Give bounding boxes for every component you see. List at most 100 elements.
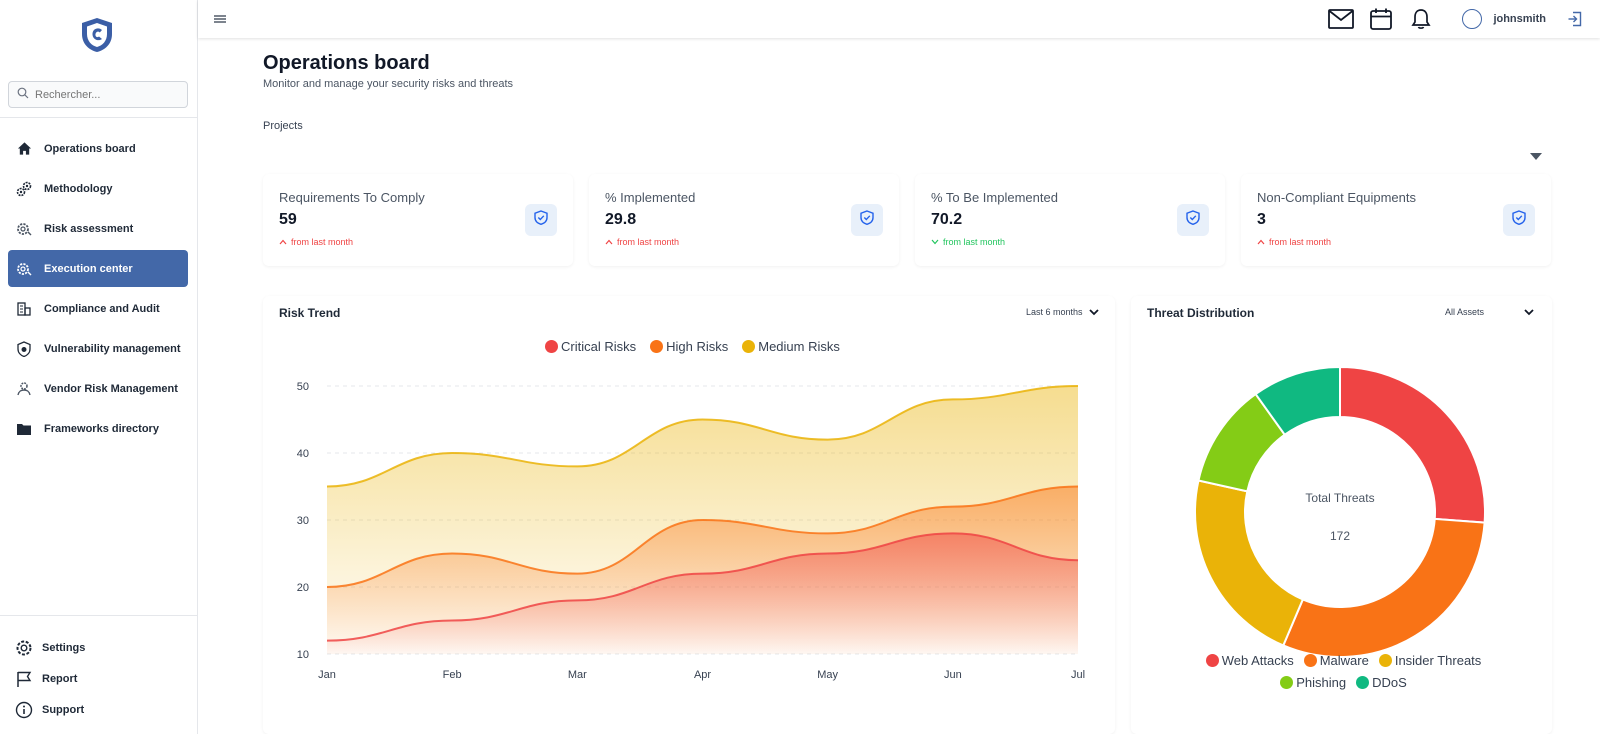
trend-up-icon [279,239,287,245]
legend-item-high-risks[interactable]: High Risks [650,339,728,354]
donut-center-label: Total Threats [1305,491,1374,505]
shield-check-icon [1186,210,1200,230]
donut-slice-insider-threats[interactable] [1194,479,1305,647]
trend-up-icon [1257,239,1265,245]
area-critical-risks [327,533,1078,654]
series-line-medium-risks[interactable] [326,385,1079,488]
shield-check-icon [860,210,874,230]
donut-slice-malware[interactable] [1281,517,1486,656]
risk-trend-legend: Critical Risks High Risks Medium Risks [545,339,854,354]
series-line-high-risks[interactable] [326,485,1079,588]
threat-distribution-filter[interactable]: All Assets [1445,307,1534,317]
legend-dot [650,340,664,353]
legend-item-medium-risks[interactable]: Medium Risks [742,339,840,354]
legend-item-ddos[interactable]: DDoS [1356,675,1407,690]
stat-trend-text: from last month [943,237,1006,247]
stat-label: Non-Compliant Equipments [1257,190,1416,205]
search-box[interactable] [8,81,188,108]
legend-row: Phishing DDoS [1145,675,1552,690]
sidebar-item-compliance-audit[interactable]: Compliance and Audit [8,290,188,327]
series-line-critical-risks[interactable] [326,532,1079,642]
sidebar-divider-bottom [0,615,198,616]
legend-item-web-attacks[interactable]: Web Attacks [1205,653,1294,668]
legend-item-insider-threats[interactable]: Insider Threats [1378,653,1481,668]
sidebar-item-execution-center[interactable]: Execution center [8,250,188,287]
sidebar-nav: Operations board Methodology Risk assess… [8,130,188,450]
legend-label: Phishing [1296,675,1347,690]
info-icon [14,700,34,720]
sidebar-item-label: Report [42,672,78,685]
x-tick-label: May [817,669,838,681]
legend-dot [742,340,756,353]
sidebar-item-label: Frameworks directory [44,422,159,435]
calendar-icon[interactable] [1368,6,1394,32]
sidebar-divider-top [0,117,198,118]
sidebar-item-report[interactable]: Report [14,663,85,694]
x-tick-label: Jul [1071,669,1085,681]
sidebar-item-label: Execution center [44,262,133,275]
legend-item-phishing[interactable]: Phishing [1280,675,1346,690]
sidebar-item-vulnerability-management[interactable]: Vulnerability management [8,330,188,367]
stat-label: Requirements To Comply [279,190,425,205]
donut-center-value: 172 [1330,529,1350,543]
shield-bug-icon [16,340,32,357]
page-subtitle: Monitor and manage your security risks a… [263,78,514,90]
home-icon [16,141,32,157]
stat-badge [851,204,883,236]
sidebar-item-label: Support [42,703,85,716]
sidebar-item-label: Risk assessment [44,222,134,235]
legend-item-malware[interactable]: Malware [1303,653,1369,668]
projects-label: Projects [263,120,303,132]
stat-value: 70.2 [931,211,963,228]
stat-badge [525,204,557,236]
threat-distribution-chart: Total Threats 172 [1194,365,1486,656]
flag-icon [14,669,34,689]
stat-trend-text: from last month [617,237,680,247]
vendor-icon [16,381,32,397]
stat-card-requirements: Requirements To Comply 59 from last mont… [263,174,573,266]
legend-item-critical-risks[interactable]: Critical Risks [545,339,636,354]
sidebar-item-frameworks-directory[interactable]: Frameworks directory [8,410,188,447]
user-menu[interactable]: johnsmith [1462,9,1546,29]
sidebar-item-risk-assessment[interactable]: Risk assessment [8,210,188,247]
bell-icon[interactable] [1408,6,1434,32]
stat-card-to-be-implemented: % To Be Implemented 70.2 from last month [915,174,1225,266]
projects-dropdown-caret-icon[interactable] [1530,148,1542,160]
risk-trend-filter[interactable]: Last 6 months [1026,307,1099,317]
sidebar-item-settings[interactable]: Settings [14,632,85,663]
x-tick-label: Apr [694,669,711,681]
shield-check-icon [534,210,548,230]
legend-dot [1280,676,1294,689]
risk-trend-title: Risk Trend [279,306,341,320]
risk-trend-chart: 10 20 30 40 50 Jan Feb Mar Apr May Jun Jul [297,381,1085,681]
legend-label: Malware [1319,653,1369,668]
legend-dot [1356,676,1370,689]
search-icon [17,86,29,104]
menu-toggle-icon[interactable] [214,12,226,24]
legend-dot [1205,654,1219,667]
sidebar-item-label: Settings [42,641,86,654]
threat-distribution-panel: Threat Distribution All Assets Total Thr… [1131,296,1552,734]
sidebar-item-operations-board[interactable]: Operations board [8,130,188,167]
sidebar-item-methodology[interactable]: Methodology [8,170,188,207]
logout-icon[interactable] [1566,10,1584,28]
legend-dot [1303,654,1317,667]
sidebar-item-label: Vendor Risk Management [44,382,178,395]
risk-trend-panel: Risk Trend Last 6 months Critical Risks H… [263,296,1115,734]
stat-badge [1503,204,1535,236]
risk-trend-filter-label: Last 6 months [1026,307,1083,317]
chevron-down-icon [1088,308,1099,316]
donut-slice-ddos[interactable] [1254,365,1341,437]
stat-trend-text: from last month [291,237,354,247]
mail-icon[interactable] [1328,6,1355,32]
stat-trend-text: from last month [1269,237,1332,247]
trend-down-icon [931,239,939,245]
sidebar-item-support[interactable]: Support [14,694,85,725]
sidebar-item-vendor-risk[interactable]: Vendor Risk Management [8,370,188,407]
sidebar-item-label: Vulnerability management [44,342,181,355]
gear-icon [14,638,34,658]
search-input[interactable] [35,88,175,101]
sidebar-item-label: Compliance and Audit [44,302,160,315]
logo-icon[interactable] [80,17,114,53]
cogs-icon [16,181,32,197]
